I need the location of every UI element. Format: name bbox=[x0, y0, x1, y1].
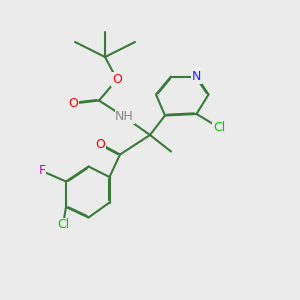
Text: NH: NH bbox=[115, 110, 134, 124]
Text: Cl: Cl bbox=[57, 218, 69, 232]
Text: Cl: Cl bbox=[213, 121, 225, 134]
Text: O: O bbox=[112, 73, 122, 86]
Text: F: F bbox=[38, 164, 46, 178]
Text: N: N bbox=[192, 70, 201, 83]
Text: O: O bbox=[96, 137, 105, 151]
Text: O: O bbox=[69, 97, 78, 110]
